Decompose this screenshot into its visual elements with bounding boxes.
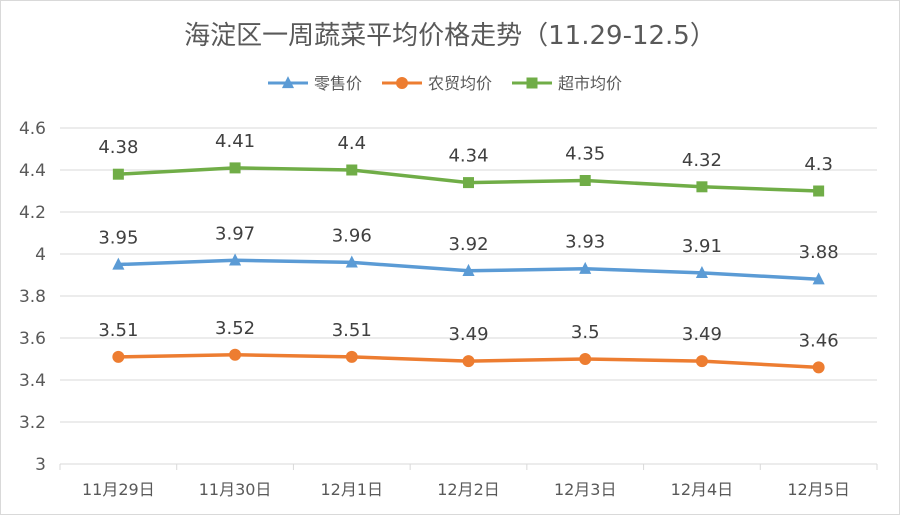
data-point <box>579 261 592 274</box>
data-point <box>345 350 358 363</box>
y-tick-label: 4 <box>35 245 46 265</box>
series-2: 3.51 3.52 3.51 3.49 3.5 3.49 3.46 <box>98 318 839 374</box>
data-point <box>462 263 475 276</box>
x-tick-label: 11月30日 <box>199 480 272 499</box>
x-tick-label: 11月29日 <box>82 480 155 499</box>
y-tick-label: 4.4 <box>19 161 46 181</box>
data-label: 3.93 <box>565 232 605 253</box>
y-tick-label: 3.2 <box>19 413 46 433</box>
data-label: 3.92 <box>448 234 488 255</box>
x-axis: 11月29日 11月30日 12月1日 12月2日 12月3日 12月4日 12月5日 <box>59 463 878 499</box>
legend-marker <box>396 77 408 89</box>
x-tick-label: 12月4日 <box>671 480 734 499</box>
y-axis: 3 3.2 3.4 3.6 3.8 4 4.2 4.4 4.6 <box>19 119 46 475</box>
y-tick-label: 3 <box>35 455 46 475</box>
data-point <box>112 350 125 363</box>
x-tick-label: 12月2日 <box>437 480 500 499</box>
data-point <box>695 266 708 279</box>
data-point <box>812 361 825 374</box>
data-point <box>696 181 708 193</box>
data-label: 3.95 <box>98 228 138 249</box>
legend-marker <box>526 77 538 89</box>
data-point <box>346 164 358 176</box>
data-label: 4.41 <box>215 131 255 152</box>
series-3: 4.38 4.41 4.4 4.34 4.35 4.32 4.3 <box>98 131 833 197</box>
legend-item: 零售价 <box>268 74 362 93</box>
data-label: 4.38 <box>98 137 138 158</box>
data-label: 3.88 <box>799 242 839 263</box>
y-tick-label: 4.2 <box>19 203 46 223</box>
data-point <box>229 348 242 361</box>
data-point <box>462 355 475 368</box>
data-point <box>463 177 474 189</box>
x-tick-label: 12月5日 <box>787 480 850 499</box>
data-point <box>229 162 241 174</box>
data-label: 4.32 <box>682 150 722 171</box>
data-point <box>695 355 708 368</box>
series-1: 3.95 3.97 3.96 3.92 3.93 3.91 3.88 <box>98 223 839 285</box>
data-point <box>345 255 358 268</box>
data-label: 4.34 <box>448 146 488 167</box>
legend-label: 零售价 <box>314 74 362 93</box>
data-label: 4.4 <box>337 133 366 154</box>
data-label: 3.46 <box>799 330 839 351</box>
data-label: 4.35 <box>565 144 605 165</box>
data-label: 3.97 <box>215 223 255 244</box>
y-tick-label: 3.8 <box>19 287 46 307</box>
data-point <box>813 185 825 197</box>
legend-marker <box>281 76 295 89</box>
data-point <box>579 353 592 365</box>
data-label: 3.49 <box>448 324 488 345</box>
x-tick-label: 12月3日 <box>554 480 617 499</box>
chart-title: 海淀区一周蔬菜平均价格走势（11.29-12.5） <box>184 21 716 51</box>
y-tick-label: 3.4 <box>19 371 46 391</box>
legend-item: 农贸均价 <box>382 74 492 93</box>
y-tick-label: 4.6 <box>19 119 46 139</box>
data-label: 4.3 <box>804 154 833 175</box>
data-label: 3.96 <box>332 225 372 246</box>
legend: 零售价 农贸均价 超市均价 <box>268 74 622 93</box>
y-tick-label: 3.6 <box>19 329 46 349</box>
data-label: 3.49 <box>682 324 722 345</box>
data-point <box>112 257 125 270</box>
legend-label: 农贸均价 <box>428 74 492 93</box>
legend-item: 超市均价 <box>512 74 622 93</box>
data-label: 3.91 <box>682 236 722 257</box>
data-point <box>812 272 825 285</box>
data-label: 3.51 <box>332 320 372 341</box>
data-point <box>579 175 591 186</box>
data-label: 3.51 <box>98 320 138 341</box>
data-label: 3.52 <box>215 318 255 339</box>
data-point <box>229 253 242 266</box>
data-label: 3.5 <box>571 322 600 343</box>
legend-label: 超市均价 <box>558 74 622 93</box>
series-group: 3.95 3.97 3.96 3.92 3.93 3.91 3.883.51 3.52 3.51… <box>98 131 839 374</box>
data-point <box>112 168 124 180</box>
x-tick-label: 12月1日 <box>321 480 384 499</box>
